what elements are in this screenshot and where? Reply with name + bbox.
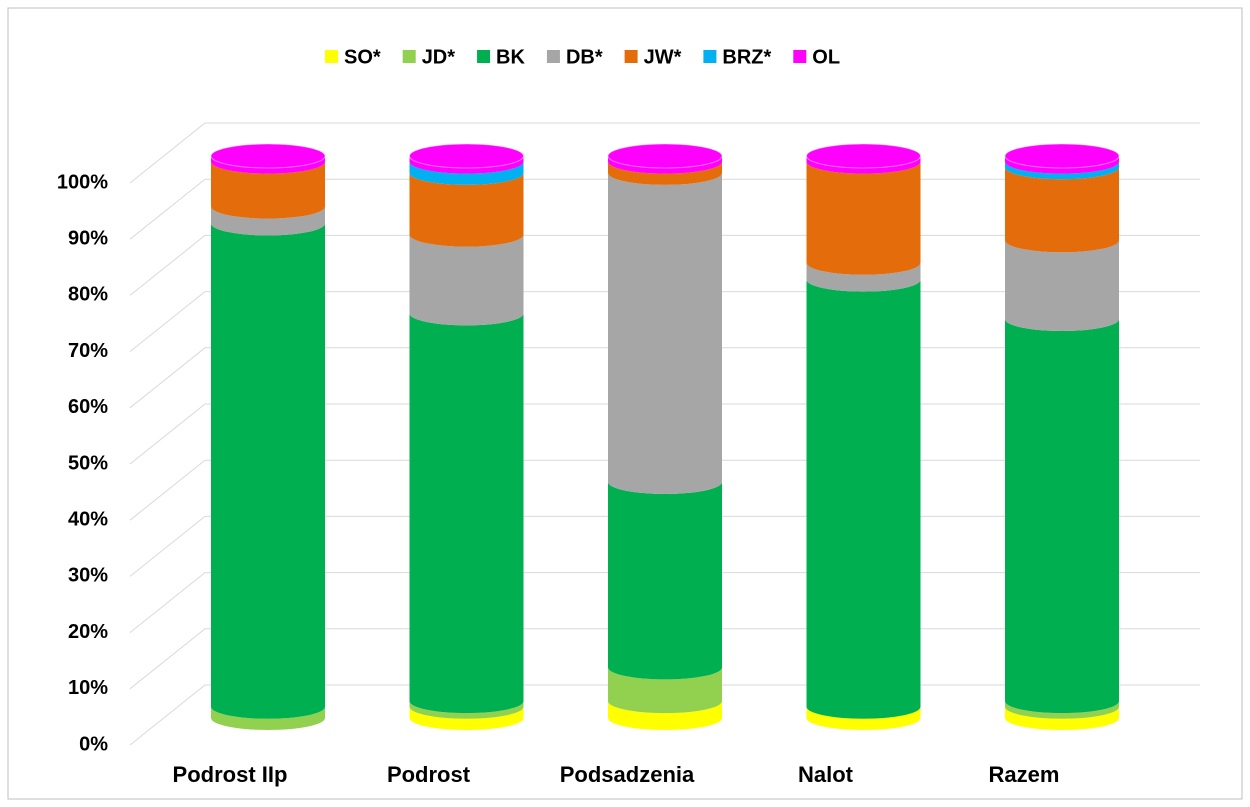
x-tick-label: Podrost [387,762,471,787]
y-tick-label: 100% [57,171,108,193]
x-tick-label: Razem [989,762,1060,787]
bar-segment [1005,167,1119,253]
bar-segment [608,667,722,714]
bar-segment [806,156,921,174]
y-tick-label: 20% [68,621,108,643]
bar-segment [409,156,524,174]
bar-top [210,143,326,169]
bar-segment [608,161,722,185]
y-tick-label: 40% [68,508,108,530]
y-tick-label: 50% [68,452,108,474]
legend-swatch [402,50,416,63]
bar-segment [608,481,722,680]
y-tick-label: 60% [68,396,108,418]
bar-segment [1005,701,1119,719]
legend-label: OL [812,46,840,68]
grid-line [129,122,1200,184]
y-tick-label: 70% [68,340,108,362]
legend-label: BK [496,46,525,68]
bar-segment [211,706,325,730]
legend-label: DB* [566,46,603,68]
legend-swatch [325,50,338,63]
bar-segment [1005,318,1119,714]
bar-segment [806,279,921,719]
bar-segment [409,701,524,719]
bar-top [806,143,921,169]
bar-segment [1005,240,1119,331]
x-tick-label: Podsadzenia [560,762,695,787]
legend-swatch [624,50,638,63]
bar-segment [608,172,722,494]
y-tick-label: 0% [79,733,108,755]
bar-segment [211,206,325,236]
bar-segment [409,161,524,185]
legend: SO* JD* BK DB* JW* BRZ* OL [325,46,840,68]
bar-segment [409,706,524,730]
legend-swatch [546,50,560,63]
y-tick-label: 30% [68,565,108,587]
x-tick-label: Podrost IIp [173,762,288,787]
legend-swatch [477,50,491,63]
bar-segment [806,706,921,730]
bar-top [409,143,524,169]
y-tick-label: 80% [68,284,108,306]
bar-segment [806,161,921,275]
legend-swatch [793,50,807,63]
y-tick-label: 10% [68,677,108,699]
bar-top [1004,143,1120,169]
bar-top [607,143,723,169]
bar-segment [608,701,722,730]
legend-label: JW* [644,46,682,68]
bar-segment [1005,156,1119,174]
bar-segment [409,172,524,247]
bar-segment [608,156,722,174]
legend-swatch [703,50,717,63]
legend-label: BRZ* [722,46,771,68]
bar-segment [806,262,921,292]
bar-segment [211,161,325,219]
bar-segment [1005,161,1119,180]
legend-label: SO* [344,46,381,68]
legend-label: JD* [422,46,456,68]
bar-segment [1005,706,1119,730]
y-tick-label: 90% [68,227,108,249]
bar-segment [409,313,524,714]
bar-segment [211,156,325,174]
bar-segment [409,234,524,326]
bar-segment [211,223,325,719]
x-tick-label: Nalot [798,762,854,787]
